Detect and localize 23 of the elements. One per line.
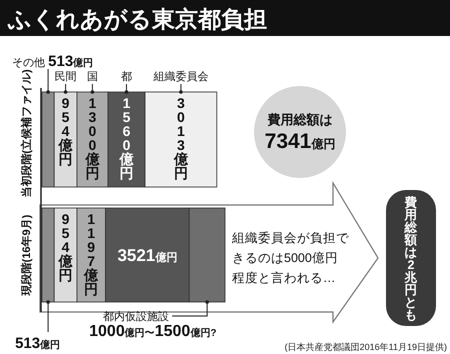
series-label: 国 (86, 71, 98, 83)
series-label: 都 (120, 70, 132, 83)
y-tick-label: 当初段階(立候補ファイル) (20, 69, 33, 198)
y-tick-label: 現段階(16年9月) (20, 214, 33, 296)
chart-title: ふくれあがる東京都負担 (7, 6, 267, 32)
data-label: 3013億円 (172, 94, 189, 181)
data-label: 3521億円 (117, 246, 178, 265)
series-label: 組織委員会 (152, 70, 208, 83)
data-label: 954億円 (58, 94, 74, 167)
series-label: 民間 (54, 71, 77, 83)
text: 組織委員会が負担できるのは5000億円程度と言われる… (231, 231, 350, 285)
text: 費用総額は2兆円とも (404, 196, 418, 322)
text: 都内仮設施設 (103, 310, 170, 323)
data-label: 513億円 (48, 53, 94, 70)
data-label: 954億円 (58, 210, 74, 283)
data-label: 513億円 (15, 335, 60, 352)
text: その他 (12, 57, 48, 69)
data-label: 1197億円 (83, 210, 100, 297)
data-label: 1560億円 (118, 94, 134, 181)
text: 費用総額は7341億円 (264, 112, 336, 153)
text: (日本共産党都議団2016年11月19日提供) (284, 342, 447, 352)
data-label: 1300億円 (84, 94, 100, 181)
data-label: 1000億円〜1500億円? (89, 323, 216, 340)
